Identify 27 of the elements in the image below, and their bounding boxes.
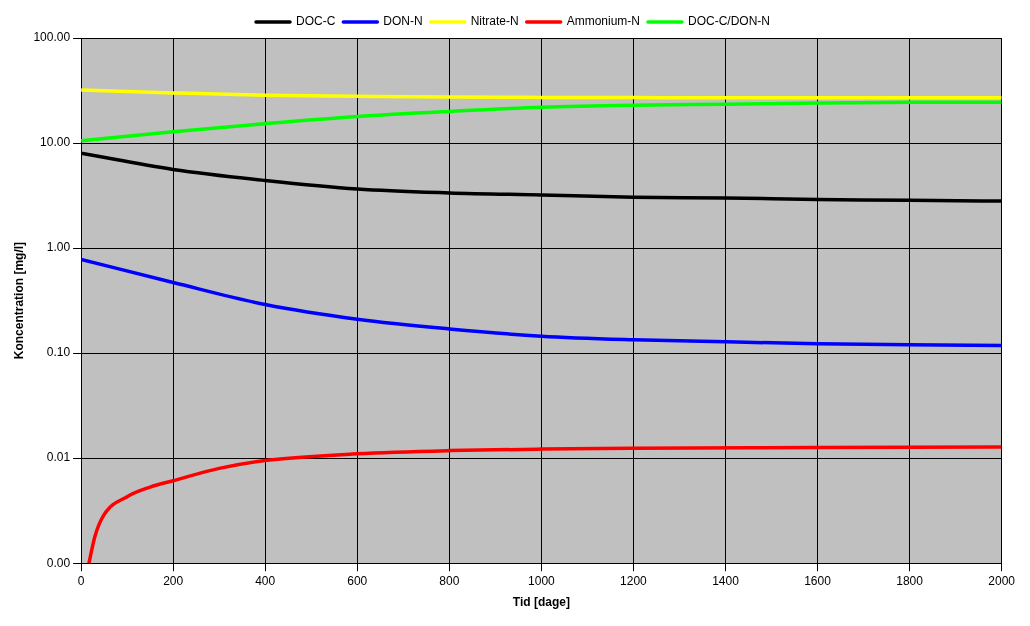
line-series (87, 445, 1002, 564)
x-tick-label: 1000 (528, 573, 556, 588)
x-axis-title: Tid [dage] (512, 595, 570, 610)
line-series (81, 88, 1002, 100)
x-tick-label: 2000 (988, 573, 1016, 588)
legend-label: Nitrate-N (470, 14, 519, 29)
y-tick-label: 0.10 (46, 345, 71, 360)
x-tick-label: 400 (255, 573, 276, 588)
x-tick-label: 1800 (896, 573, 924, 588)
x-tick-label: 0 (77, 573, 85, 588)
y-tick-label: 0.00 (46, 555, 71, 570)
y-tick-label: 0.01 (46, 450, 71, 465)
legend-label: DOC-C/DON-N (688, 14, 771, 29)
x-tick-label: 600 (347, 573, 368, 588)
x-tick-label: 1200 (620, 573, 648, 588)
legend-label: DOC-C (296, 14, 336, 29)
legend-label: Ammonium-N (566, 14, 641, 29)
y-tick-label: 10.00 (40, 135, 71, 150)
legend-label: DON-N (383, 14, 423, 29)
x-tick-label: 1400 (712, 573, 740, 588)
y-tick-label: 1.00 (46, 240, 71, 255)
y-tick-label: 100.00 (33, 30, 71, 45)
line-series (81, 257, 1002, 348)
x-tick-label: 800 (439, 573, 460, 588)
x-tick-label: 1600 (804, 573, 832, 588)
y-axis-title: Koncentration [mg/l] (11, 241, 26, 360)
x-tick-label: 200 (163, 573, 184, 588)
